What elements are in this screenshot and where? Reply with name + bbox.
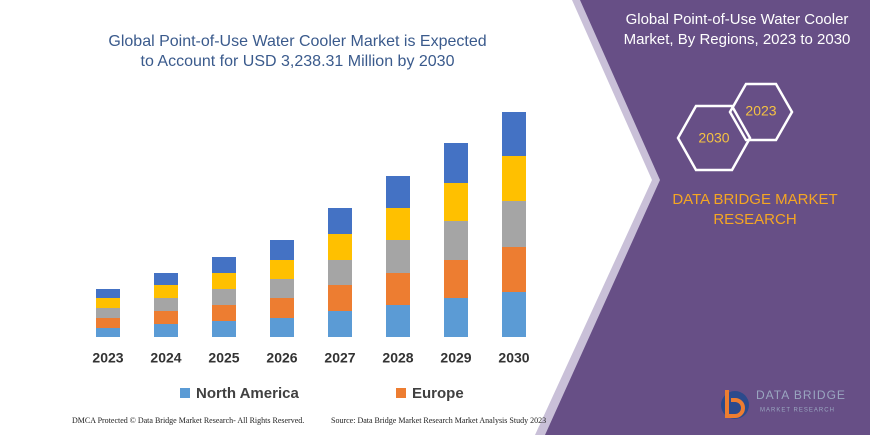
x-tick-label: 2024: [150, 350, 181, 366]
x-tick-label: 2026: [266, 350, 297, 366]
bar-segment: [212, 257, 236, 273]
logo: DATA BRIDGE MARKET RESEARCH: [721, 388, 846, 419]
bar-segment: [444, 260, 468, 298]
bar-segment: [386, 305, 410, 337]
bar-segment: [444, 143, 468, 183]
bar-segment: [502, 247, 526, 292]
bar-segment: [270, 318, 294, 337]
bar-segment: [444, 183, 468, 221]
x-tick-label: 2028: [382, 350, 413, 366]
bar-segment: [96, 298, 120, 308]
legend-label: Europe: [412, 385, 464, 402]
bar-segment: [270, 279, 294, 298]
bar-segment: [386, 240, 410, 273]
bar-segment: [154, 324, 178, 337]
hexagon-label: 2023: [745, 103, 776, 119]
bar-segment: [270, 260, 294, 279]
legend-swatch: [180, 388, 190, 398]
hexagon-label: 2030: [698, 130, 729, 146]
bar-segment: [154, 298, 178, 311]
legend-swatch: [396, 388, 406, 398]
bar-segment: [328, 260, 352, 285]
bar-segment: [502, 112, 526, 156]
x-tick-label: 2027: [324, 350, 355, 366]
bar-segment: [502, 292, 526, 337]
bar-segment: [96, 318, 120, 328]
bar-segment: [154, 273, 178, 285]
brand: DATA BRIDGE MARKET RESEARCH: [672, 191, 838, 228]
hexagon: [676, 104, 752, 172]
bar-segment: [96, 308, 120, 318]
bar-segment: [328, 285, 352, 311]
bar-segment: [386, 208, 410, 240]
bar-segment: [328, 234, 352, 260]
bar-segment: [212, 305, 236, 321]
footer-left: DMCA Protected © Data Bridge Market Rese…: [72, 416, 304, 425]
logo-tagline: MARKET RESEARCH: [760, 408, 835, 414]
x-tick-label: 2025: [208, 350, 239, 366]
bar-segment: [270, 240, 294, 260]
bar-segment: [212, 321, 236, 337]
x-tick-label: 2029: [440, 350, 471, 366]
bar-segment: [154, 285, 178, 298]
legend-label: North America: [196, 385, 299, 402]
chart-title: Global Point-of-Use Water Cooler Market …: [108, 33, 487, 70]
bar-segment: [386, 176, 410, 208]
bar-segment: [444, 298, 468, 337]
bar-segment: [212, 273, 236, 289]
panel-title: Global Point-of-Use Water Cooler Market,…: [623, 11, 851, 48]
bar-segment: [96, 289, 120, 298]
hexagon: [728, 82, 794, 142]
logo-icon: [725, 390, 745, 418]
x-tick-label: 2023: [92, 350, 123, 366]
x-tick-label: 2030: [498, 350, 529, 366]
bar-segment: [212, 289, 236, 305]
bar-segment: [270, 298, 294, 318]
bar-segment: [444, 221, 468, 260]
bar-segment: [328, 208, 352, 234]
bar-segment: [386, 273, 410, 305]
logo-name: DATA BRIDGE: [756, 388, 846, 402]
bar-segment: [502, 156, 526, 201]
bar-segment: [502, 201, 526, 247]
bar-segment: [154, 311, 178, 324]
footer-right: Source: Data Bridge Market Research Mark…: [331, 416, 546, 425]
bar-segment: [96, 328, 120, 337]
bar-segment: [328, 311, 352, 337]
